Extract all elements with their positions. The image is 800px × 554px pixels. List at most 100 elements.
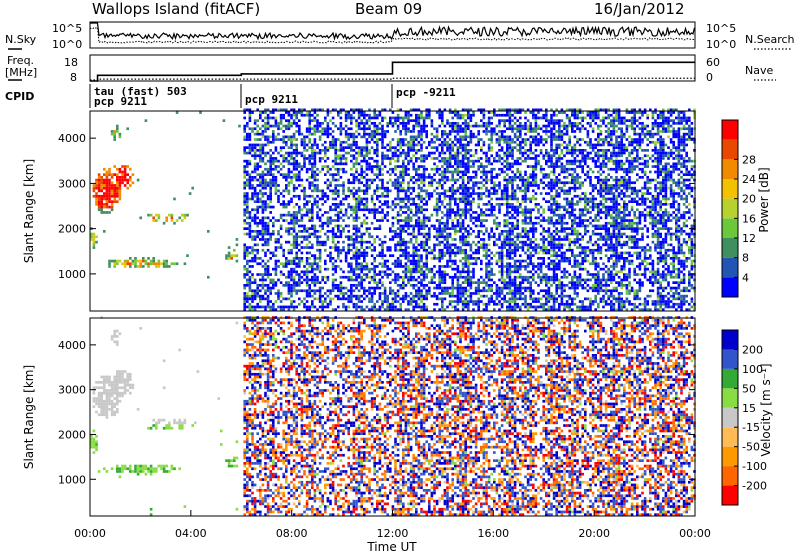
heatmap-cell	[272, 284, 275, 287]
heatmap-cell	[516, 303, 519, 306]
heatmap-cell	[485, 171, 488, 174]
heatmap-cell	[363, 208, 366, 211]
heatmap-cell	[249, 160, 252, 163]
heatmap-cell	[501, 289, 504, 292]
heatmap-cell	[319, 217, 322, 220]
heatmap-cell	[503, 281, 506, 284]
heatmap-cell	[288, 190, 291, 193]
heatmap-cell	[249, 136, 252, 139]
heatmap-cell	[472, 160, 475, 163]
heatmap-cell	[420, 211, 423, 214]
heatmap-cell	[355, 144, 358, 147]
heatmap-cell	[451, 222, 454, 225]
heatmap-cell	[444, 160, 447, 163]
heatmap-cell	[301, 184, 304, 187]
heatmap-cell	[298, 260, 301, 263]
heatmap-cell	[509, 195, 512, 198]
heatmap-cell	[386, 273, 389, 276]
heatmap-cell	[488, 265, 491, 268]
heatmap-cell	[249, 198, 252, 201]
heatmap-cell	[441, 279, 444, 282]
heatmap-cell	[490, 146, 493, 149]
heatmap-cell	[402, 249, 405, 252]
heatmap-cell	[420, 260, 423, 263]
heatmap-cell	[277, 195, 280, 198]
heatmap-cell	[269, 281, 272, 284]
heatmap-cell	[459, 230, 462, 233]
heatmap-cell	[451, 144, 454, 147]
heatmap-cell	[462, 208, 465, 211]
heatmap-cell	[256, 119, 259, 122]
heatmap-cell	[254, 292, 257, 295]
heatmap-cell	[98, 179, 101, 182]
heatmap-cell	[532, 241, 535, 244]
heatmap-cell	[368, 211, 371, 214]
heatmap-cell	[311, 271, 314, 274]
heatmap-cell	[519, 171, 522, 174]
heatmap-cell	[355, 211, 358, 214]
heatmap-cell	[496, 160, 499, 163]
heatmap-cell	[485, 203, 488, 206]
heatmap-cell	[306, 127, 309, 130]
heatmap-cell	[355, 306, 358, 309]
heatmap-cell	[384, 117, 387, 120]
heatmap-cell	[360, 198, 363, 201]
heatmap-cell	[285, 206, 288, 209]
heatmap-cell	[509, 298, 512, 301]
heatmap-cell	[423, 173, 426, 176]
heatmap-cell	[532, 276, 535, 279]
heatmap-cell	[394, 276, 397, 279]
heatmap-cell	[449, 149, 452, 152]
heatmap-cell	[524, 279, 527, 282]
heatmap-cell	[397, 295, 400, 298]
heatmap-cell	[449, 246, 452, 249]
heatmap-cell	[259, 176, 262, 179]
heatmap-cell	[532, 254, 535, 257]
heatmap-cell	[327, 276, 330, 279]
heatmap-cell	[444, 227, 447, 230]
heatmap-cell	[431, 125, 434, 128]
heatmap-cell	[350, 190, 353, 193]
heatmap-cell	[308, 184, 311, 187]
heatmap-cell	[449, 249, 452, 252]
heatmap-cell	[308, 252, 311, 255]
heatmap-cell	[397, 149, 400, 152]
heatmap-cell	[428, 292, 431, 295]
heatmap-cell	[358, 265, 361, 268]
heatmap-cell	[275, 181, 278, 184]
heatmap-cell	[472, 114, 475, 117]
heatmap-cell	[355, 287, 358, 290]
heatmap-cell	[485, 276, 488, 279]
heatmap-cell	[524, 289, 527, 292]
heatmap-cell	[168, 214, 171, 217]
heatmap-cell	[350, 173, 353, 176]
heatmap-cell	[503, 295, 506, 298]
heatmap-cell	[290, 219, 293, 222]
heatmap-cell	[407, 252, 410, 255]
heatmap-cell	[501, 168, 504, 171]
heatmap-cell	[475, 257, 478, 260]
heatmap-cell	[509, 238, 512, 241]
heatmap-cell	[275, 165, 278, 168]
heatmap-cell	[254, 187, 257, 190]
heatmap-cell	[264, 192, 267, 195]
heatmap-cell	[509, 144, 512, 147]
heatmap-cell	[379, 292, 382, 295]
heatmap-cell	[519, 298, 522, 301]
heatmap-cell	[441, 203, 444, 206]
heatmap-cell	[464, 198, 467, 201]
heatmap-cell	[529, 181, 532, 184]
heatmap-cell	[464, 187, 467, 190]
heatmap-cell	[498, 271, 501, 274]
heatmap-cell	[272, 136, 275, 139]
heatmap-cell	[386, 219, 389, 222]
heatmap-cell	[108, 171, 111, 174]
heatmap-cell	[454, 160, 457, 163]
heatmap-cell	[410, 241, 413, 244]
heatmap-cell	[324, 133, 327, 136]
heatmap-cell	[397, 265, 400, 268]
heatmap-cell	[438, 257, 441, 260]
heatmap-cell	[314, 173, 317, 176]
heatmap-cell	[124, 176, 127, 179]
heatmap-cell	[373, 217, 376, 220]
